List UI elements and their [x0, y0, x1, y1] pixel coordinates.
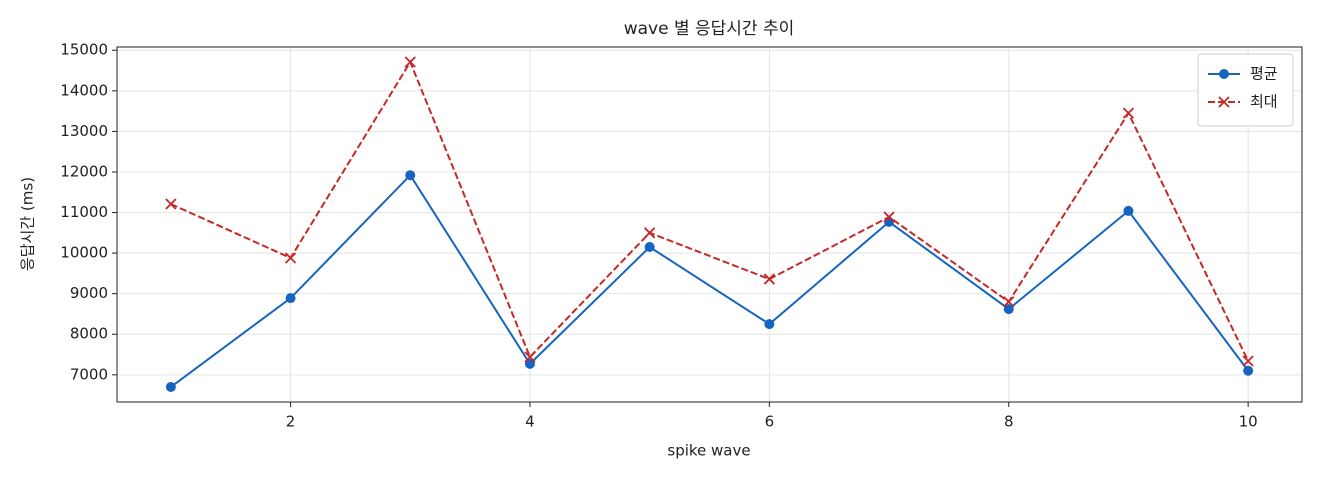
data-point	[1123, 205, 1134, 216]
legend-marker	[1219, 69, 1229, 79]
y-tick-label: 15000	[60, 41, 108, 59]
plot-frame	[116, 46, 1303, 403]
series-line	[170, 59, 1250, 362]
y-tick-label: 12000	[60, 162, 108, 180]
x-tick-label: 6	[765, 413, 775, 431]
x-axis-label: spike wave	[667, 442, 750, 460]
data-point	[1003, 296, 1015, 308]
y-tick-label: 8000	[70, 325, 108, 343]
legend-label: 최대	[1250, 93, 1278, 111]
y-tick-label: 10000	[60, 244, 108, 262]
data-point	[285, 293, 296, 304]
data-point	[644, 227, 656, 239]
y-tick-label: 14000	[60, 81, 108, 99]
data-point	[1242, 355, 1254, 367]
data-point	[165, 198, 177, 210]
data-point	[524, 358, 535, 369]
y-tick-label: 13000	[60, 122, 108, 140]
y-tick-label: 7000	[70, 365, 108, 383]
y-tick-label: 11000	[60, 203, 108, 221]
x-tick-label: 8	[1004, 413, 1014, 431]
chart-title: wave 별 응답시간 추이	[624, 19, 795, 39]
x-tick-label: 4	[525, 413, 535, 431]
data-point	[165, 381, 176, 392]
y-tick-label: 9000	[70, 284, 108, 302]
legend-label: 평균	[1250, 65, 1278, 83]
data-point	[883, 211, 895, 223]
data-point	[1003, 304, 1014, 315]
data-point	[1243, 365, 1254, 376]
legend-marker	[1218, 96, 1230, 108]
data-point	[524, 351, 536, 363]
data-point	[644, 242, 655, 253]
x-tick-label: 10	[1239, 413, 1258, 431]
series-line	[170, 173, 1249, 388]
y-axis-label: 응답시간 (ms)	[19, 177, 37, 271]
legend-box	[1197, 53, 1294, 127]
data-point	[764, 319, 775, 330]
data-point	[763, 273, 775, 285]
data-point	[284, 252, 297, 264]
data-point	[404, 56, 416, 68]
x-tick-label: 2	[286, 413, 296, 431]
data-point	[405, 170, 416, 181]
data-point	[1122, 107, 1135, 119]
